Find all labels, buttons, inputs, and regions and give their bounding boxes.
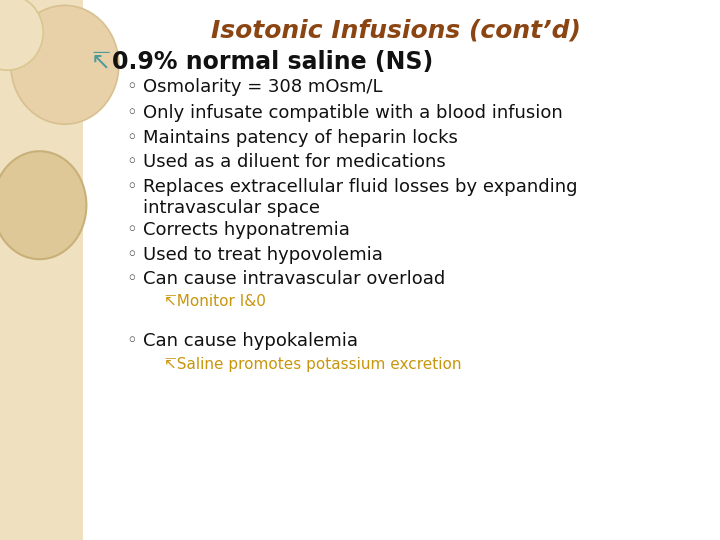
Text: Maintains patency of heparin locks: Maintains patency of heparin locks bbox=[143, 129, 457, 146]
Text: Isotonic Infusions (cont’d): Isotonic Infusions (cont’d) bbox=[211, 19, 581, 43]
Text: Can cause hypokalemia: Can cause hypokalemia bbox=[143, 332, 358, 350]
Text: Used to treat hypovolemia: Used to treat hypovolemia bbox=[143, 246, 382, 264]
Text: ◦: ◦ bbox=[126, 129, 137, 146]
Text: Replaces extracellular fluid losses by expanding
intravascular space: Replaces extracellular fluid losses by e… bbox=[143, 178, 577, 217]
Text: ◦: ◦ bbox=[126, 178, 137, 196]
Text: Used as a diluent for medications: Used as a diluent for medications bbox=[143, 153, 445, 171]
Text: 0.9% normal saline (NS): 0.9% normal saline (NS) bbox=[112, 50, 433, 73]
Text: Can cause intravascular overload: Can cause intravascular overload bbox=[143, 270, 445, 288]
Text: ↸: ↸ bbox=[90, 50, 109, 73]
Text: Corrects hyponatremia: Corrects hyponatremia bbox=[143, 221, 349, 239]
Text: ◦: ◦ bbox=[126, 246, 137, 264]
Text: ◦: ◦ bbox=[126, 270, 137, 288]
Text: ↸Saline promotes potassium excretion: ↸Saline promotes potassium excretion bbox=[164, 357, 462, 373]
Text: Osmolarity = 308 mOsm/L: Osmolarity = 308 mOsm/L bbox=[143, 78, 382, 96]
Text: ◦: ◦ bbox=[126, 332, 137, 350]
Text: ◦: ◦ bbox=[126, 104, 137, 122]
Text: ◦: ◦ bbox=[126, 78, 137, 96]
Text: ◦: ◦ bbox=[126, 153, 137, 171]
Text: ↸Monitor I&0: ↸Monitor I&0 bbox=[164, 294, 266, 309]
Text: Only infusate compatible with a blood infusion: Only infusate compatible with a blood in… bbox=[143, 104, 562, 122]
Text: ◦: ◦ bbox=[126, 221, 137, 239]
